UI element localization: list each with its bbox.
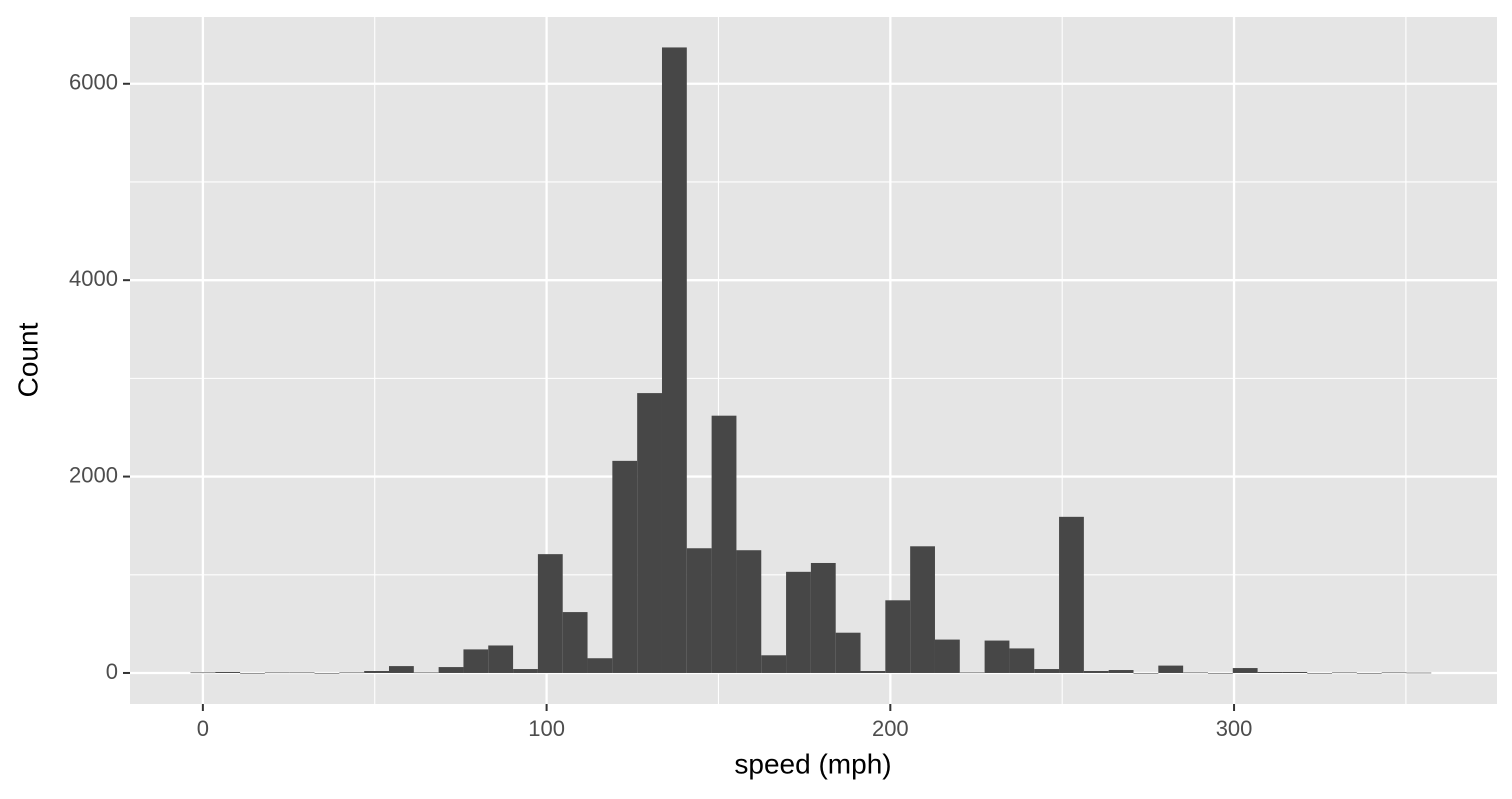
- bar: [934, 639, 960, 673]
- y-tick-label: 4000: [69, 266, 118, 291]
- bar: [438, 667, 464, 673]
- bar: [1108, 670, 1134, 673]
- bar: [413, 672, 439, 674]
- bar: [1034, 669, 1060, 673]
- bar: [240, 672, 265, 674]
- bar: [1083, 671, 1109, 673]
- bar: [686, 548, 712, 673]
- bar: [190, 672, 216, 674]
- x-tick-label: 100: [528, 716, 565, 741]
- bars: [190, 47, 1432, 674]
- bar: [314, 672, 340, 674]
- bar: [661, 47, 687, 673]
- bar: [612, 460, 638, 673]
- bar: [388, 666, 414, 673]
- bar: [786, 571, 811, 673]
- x-axis-title: speed (mph): [734, 748, 891, 779]
- x-tick-label: 200: [872, 716, 909, 741]
- bar: [1257, 671, 1283, 673]
- y-tick-label: 2000: [69, 462, 118, 487]
- bar: [1059, 516, 1084, 673]
- y-tick-label: 0: [106, 659, 118, 684]
- bar: [736, 550, 762, 673]
- grid: [130, 17, 1497, 704]
- bar: [537, 554, 563, 673]
- bar: [1183, 672, 1208, 674]
- bar: [364, 671, 389, 673]
- bar: [637, 393, 662, 673]
- bar: [984, 640, 1010, 673]
- bar: [587, 658, 613, 673]
- bar: [835, 632, 861, 673]
- x-tick-label: 0: [197, 716, 209, 741]
- bar: [860, 671, 886, 673]
- bar: [711, 415, 737, 673]
- bar: [1381, 672, 1407, 674]
- bar: [1307, 672, 1333, 674]
- bar: [488, 645, 514, 673]
- y-axis-title: Count: [12, 322, 43, 397]
- bar: [959, 672, 985, 674]
- bar: [215, 671, 241, 673]
- y-tick-label: 6000: [69, 70, 118, 95]
- bar: [1207, 672, 1233, 674]
- bar: [513, 669, 538, 673]
- bar: [562, 612, 588, 673]
- bar: [910, 546, 935, 673]
- bar: [264, 672, 290, 674]
- bar: [463, 649, 489, 673]
- bar: [1158, 665, 1184, 673]
- bar: [289, 672, 315, 674]
- bar: [1356, 672, 1382, 674]
- bar: [761, 655, 787, 673]
- bar: [1009, 648, 1035, 673]
- bar: [1232, 668, 1258, 673]
- bar: [810, 562, 836, 673]
- bar: [885, 600, 911, 673]
- bar: [339, 672, 365, 674]
- bar: [1406, 672, 1432, 674]
- bar: [1282, 671, 1308, 673]
- axes: 0 100 200 300 0 2000 4000 6000: [69, 70, 1252, 741]
- bar: [1133, 672, 1159, 674]
- bar: [1332, 672, 1357, 674]
- x-tick-label: 300: [1216, 716, 1253, 741]
